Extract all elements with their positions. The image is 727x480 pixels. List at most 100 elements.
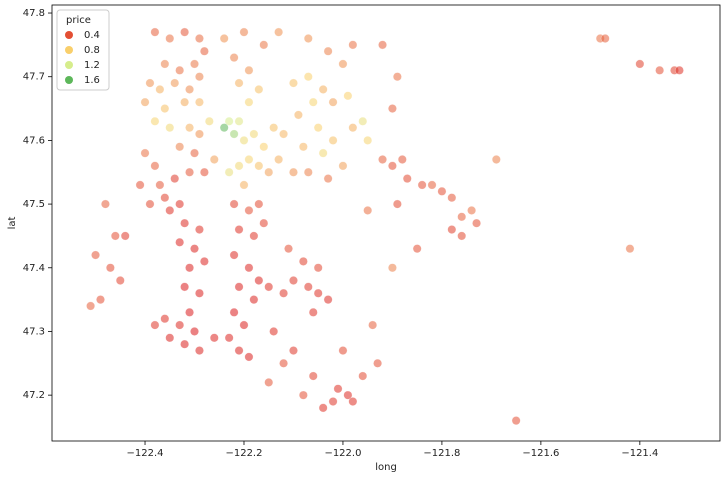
point [199,167,209,177]
point [378,155,387,164]
y-tick-label: 47.8 [23,8,45,19]
point [308,371,318,381]
point [195,346,204,356]
point [229,129,239,139]
point [175,65,185,75]
point [328,135,338,145]
point [165,34,175,43]
point [209,155,219,164]
point [170,78,180,88]
legend-label: 0.8 [84,45,100,56]
point [224,116,234,126]
point [363,135,373,145]
point [229,307,239,317]
point [655,65,665,75]
point [323,174,333,184]
y-axis-label: lat [7,217,18,230]
point [348,397,358,406]
point [209,333,219,343]
point [185,307,195,317]
point [234,282,244,292]
point [229,199,239,209]
point [313,123,323,133]
point [328,97,338,107]
point [234,225,244,235]
point [343,390,353,400]
point [674,65,684,75]
point [165,123,175,133]
point [457,212,467,222]
point [600,34,610,43]
point [447,225,457,235]
point [180,218,190,228]
point [363,206,373,215]
point [328,397,338,406]
point [348,123,358,133]
point [234,78,244,88]
legend-label: 1.6 [84,75,100,86]
legend-marker [65,61,73,69]
legend-label: 1.2 [84,60,100,71]
point [259,40,269,50]
point [199,46,209,56]
y-tick-label: 47.6 [23,135,45,146]
point [392,199,402,209]
point [338,59,348,69]
x-axis-label: long [375,462,397,473]
point [358,116,368,126]
point [279,358,289,368]
point [289,346,298,356]
point [239,320,249,330]
point [264,167,274,177]
point [293,110,303,120]
point [269,327,279,336]
point [397,155,407,164]
legend-marker [65,31,73,39]
point [333,384,343,394]
point [244,97,254,107]
point [180,27,190,37]
point [234,346,244,356]
point [150,116,160,126]
points-layer [86,27,684,426]
point [254,199,264,209]
axes-frame [51,4,721,442]
point [318,403,328,413]
point [269,123,279,133]
point [195,129,204,139]
point [175,142,185,152]
point [437,186,447,196]
point [91,250,100,260]
point [96,295,105,305]
x-tick-label: −121.6 [522,448,559,459]
point [387,161,397,171]
point [150,27,160,37]
point [387,104,397,114]
point [308,97,318,107]
point [244,352,254,362]
point [145,199,155,209]
y-tick-label: 47.5 [23,199,45,210]
point [175,320,185,330]
point [219,123,229,133]
point [175,199,185,209]
point [284,244,293,254]
point [185,123,195,133]
y-tick-label: 47.4 [23,263,45,274]
point [313,288,323,298]
point [190,244,199,254]
point [249,129,259,139]
point [229,53,239,63]
point [234,161,244,171]
point [170,174,180,184]
point [244,263,254,273]
point [625,244,635,254]
point [313,263,323,273]
point [467,206,477,215]
point [343,91,353,101]
point [105,263,115,273]
point [298,256,308,266]
x-tick-label: −121.8 [423,448,460,459]
point [244,155,254,164]
